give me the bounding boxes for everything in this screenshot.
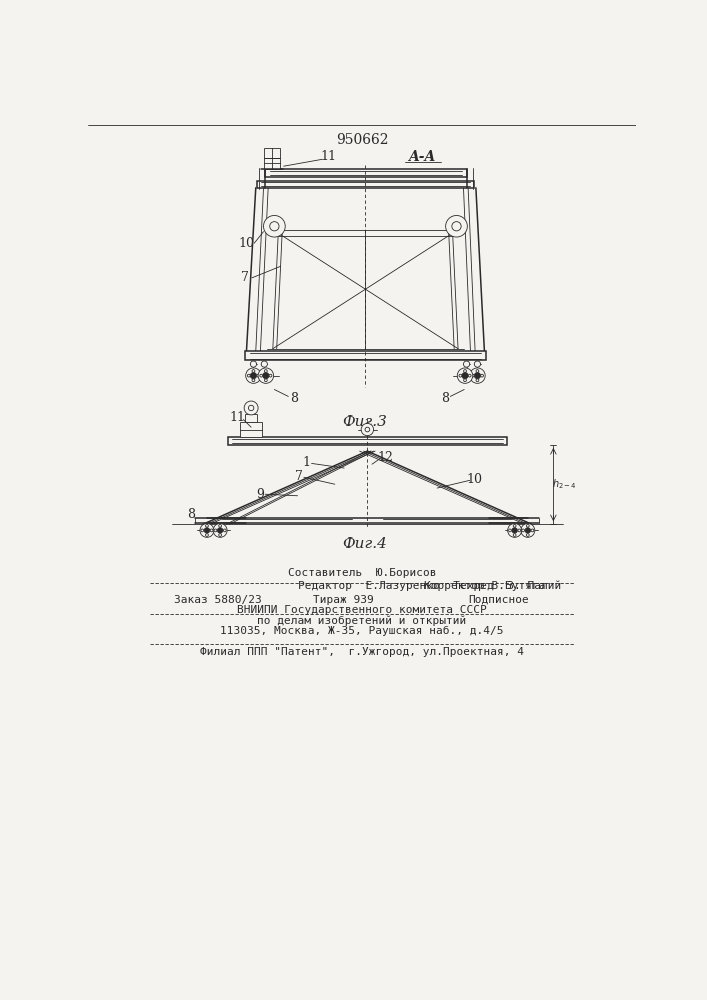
Circle shape: [508, 523, 522, 537]
Text: 11: 11: [229, 411, 245, 424]
Circle shape: [361, 423, 373, 436]
Text: 9: 9: [257, 488, 264, 501]
Text: A-A: A-A: [408, 150, 436, 164]
Text: 7: 7: [241, 271, 249, 284]
Bar: [240, 422, 262, 437]
Text: Тираж 939: Тираж 939: [313, 595, 374, 605]
Circle shape: [518, 529, 520, 532]
Circle shape: [252, 370, 255, 372]
Circle shape: [257, 374, 259, 377]
Circle shape: [218, 524, 221, 527]
Circle shape: [252, 379, 255, 382]
Circle shape: [474, 361, 481, 367]
Text: 8: 8: [441, 392, 449, 405]
Circle shape: [464, 370, 467, 372]
Circle shape: [200, 523, 214, 537]
Text: Заказ 5880/23: Заказ 5880/23: [174, 595, 262, 605]
Text: ВНИИПИ Государственного комитета СССР: ВНИИПИ Государственного комитета СССР: [237, 605, 487, 615]
Text: 950662: 950662: [336, 133, 388, 147]
Text: 10: 10: [467, 473, 482, 486]
Text: $h_{2-4}$: $h_{2-4}$: [551, 478, 577, 491]
Circle shape: [445, 215, 467, 237]
Bar: [265, 169, 467, 177]
Circle shape: [247, 374, 250, 377]
Bar: [228, 437, 507, 445]
Circle shape: [264, 215, 285, 237]
Circle shape: [269, 374, 272, 377]
Circle shape: [476, 370, 479, 372]
Circle shape: [513, 534, 516, 536]
Bar: [257, 181, 474, 188]
Circle shape: [261, 361, 267, 367]
Circle shape: [206, 534, 209, 536]
Bar: [245, 414, 257, 422]
Circle shape: [210, 529, 213, 532]
Circle shape: [250, 373, 257, 379]
Circle shape: [204, 528, 210, 533]
Text: Фиг.3: Фиг.3: [343, 415, 387, 429]
Circle shape: [258, 368, 274, 383]
Circle shape: [218, 534, 221, 536]
Circle shape: [522, 529, 525, 532]
Text: 12: 12: [378, 451, 393, 464]
Circle shape: [525, 528, 530, 533]
Circle shape: [263, 373, 269, 379]
Text: 113035, Москва, Ж-35, Раушская наб., д.4/5: 113035, Москва, Ж-35, Раушская наб., д.4…: [220, 625, 503, 636]
Circle shape: [481, 374, 484, 377]
Circle shape: [527, 534, 530, 536]
Circle shape: [476, 379, 479, 382]
Text: 10: 10: [238, 237, 255, 250]
Bar: [264, 158, 280, 169]
Circle shape: [244, 401, 258, 415]
Circle shape: [459, 374, 462, 377]
Circle shape: [365, 427, 370, 432]
Circle shape: [531, 529, 534, 532]
Circle shape: [512, 528, 518, 533]
Circle shape: [521, 523, 534, 537]
Circle shape: [464, 361, 469, 367]
Text: Редактор  Е.Лазуренко  Техред  З. Палий: Редактор Е.Лазуренко Техред З. Палий: [298, 581, 561, 591]
Text: 8: 8: [187, 508, 194, 521]
Circle shape: [264, 370, 267, 372]
Circle shape: [462, 373, 468, 379]
Text: Корректор В.Бутяга: Корректор В.Бутяга: [424, 581, 546, 591]
Circle shape: [472, 374, 474, 377]
Circle shape: [264, 379, 267, 382]
Text: Составитель  Ю.Борисов: Составитель Ю.Борисов: [288, 568, 436, 578]
Circle shape: [468, 374, 471, 377]
Circle shape: [218, 528, 223, 533]
Bar: [245, 351, 486, 360]
Circle shape: [201, 529, 204, 532]
Circle shape: [259, 374, 262, 377]
Circle shape: [452, 222, 461, 231]
Text: Фиг.4: Фиг.4: [343, 537, 387, 551]
Text: Филиал ППП "Патент",  г.Ужгород, ул.Проектная, 4: Филиал ППП "Патент", г.Ужгород, ул.Проек…: [200, 647, 524, 657]
Circle shape: [214, 529, 217, 532]
Circle shape: [248, 405, 254, 411]
Text: 7: 7: [296, 470, 303, 483]
Circle shape: [270, 222, 279, 231]
Text: Подписное: Подписное: [468, 595, 529, 605]
Circle shape: [508, 529, 511, 532]
Circle shape: [250, 361, 257, 367]
Circle shape: [206, 524, 209, 527]
Circle shape: [464, 379, 467, 382]
Circle shape: [223, 529, 226, 532]
Circle shape: [469, 368, 485, 383]
Circle shape: [457, 368, 473, 383]
Circle shape: [513, 524, 516, 527]
Circle shape: [474, 373, 481, 379]
Circle shape: [246, 368, 261, 383]
Text: 8: 8: [290, 392, 298, 405]
Text: 1: 1: [303, 456, 311, 469]
Circle shape: [213, 523, 227, 537]
Text: по делам изобретений и открытий: по делам изобретений и открытий: [257, 615, 467, 626]
Bar: [264, 148, 280, 158]
Text: 11: 11: [321, 150, 337, 163]
Circle shape: [527, 524, 530, 527]
